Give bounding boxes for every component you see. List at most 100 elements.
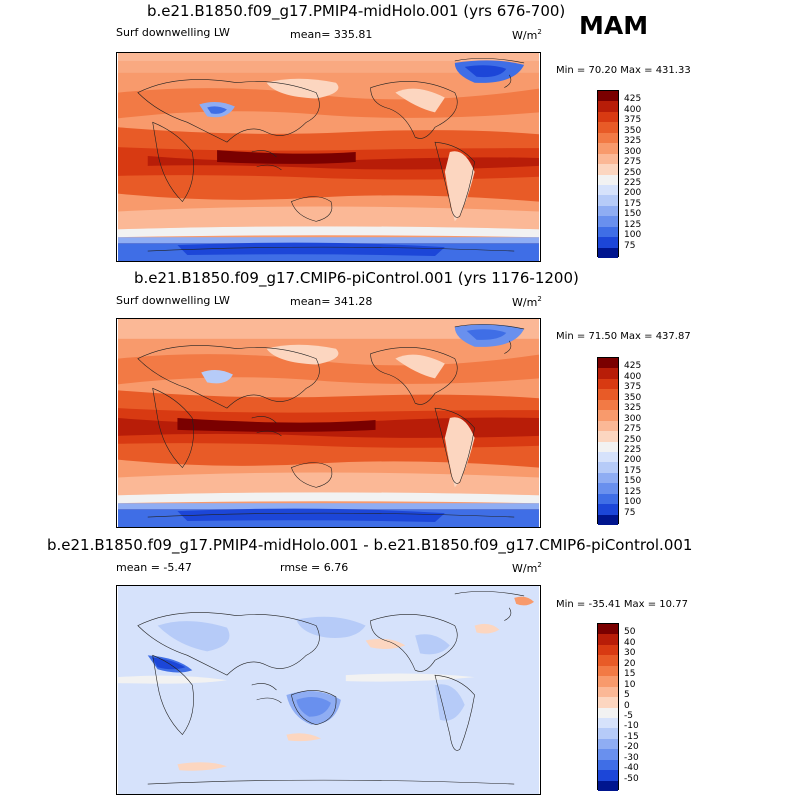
colorbar-bottom [597,623,619,791]
colorbar-tick-label: 250 [624,167,642,178]
colorbar-tick-label: 275 [624,424,642,435]
colorbar-tick-label: 125 [624,486,642,497]
units-label-middle: W/m2 [512,295,542,309]
colorbar-tick-label: 5 [624,690,630,701]
map-top [116,52,541,262]
colorbar-swatch [598,738,618,750]
colorbar-swatch [598,184,618,196]
colorbar-middle [597,357,619,525]
colorbar-swatch [598,634,618,645]
colorbar-swatch [598,770,618,781]
colorbar-swatch [598,153,618,165]
rmse-label-bottom: rmse = 6.76 [280,561,349,574]
units-label-bottom: W/m2 [512,561,542,575]
colorbar-swatch [598,707,618,718]
colorbar-swatch [598,759,618,771]
colorbar-swatch [598,504,618,515]
colorbar-swatch [598,665,618,677]
colorbar-swatch [598,389,618,400]
colorbar-tick-label: -10 [624,721,639,732]
colorbar-tick-label: 250 [624,434,642,445]
mean-label-bottom: mean = -5.47 [116,561,192,574]
colorbar-tick-label: 125 [624,219,642,230]
colorbar-swatch [598,132,618,144]
colorbar-swatch [598,717,618,729]
colorbar-swatch [598,780,618,791]
colorbar-tick-label: 325 [624,403,642,414]
colorbar-swatch [598,749,618,760]
colorbar-tick-label: 275 [624,157,642,168]
colorbar-tick-label: 50 [624,627,636,638]
colorbar-tick-label: 300 [624,146,642,157]
colorbar-tick-label: 100 [624,230,642,241]
colorbar-tick-label: 225 [624,177,642,188]
colorbar-tick-label: 100 [624,497,642,508]
colorbar-tick-label: 10 [624,679,636,690]
colorbar-tick-label: -5 [624,710,633,721]
colorbar-tick-label: 425 [624,361,642,372]
minmax-label-bottom: Min = -35.41 Max = 10.77 [556,599,688,610]
colorbar-swatch [598,378,618,390]
panel-title-middle: b.e21.B1850.f09_g17.CMIP6-piControl.001 … [134,269,579,287]
colorbar-swatch [598,472,618,484]
colorbar-swatch [598,143,618,154]
colorbar-swatch [598,686,618,698]
colorbar-tick-label: 175 [624,465,642,476]
colorbar-tick-label: 375 [624,115,642,126]
panel-title-bottom: b.e21.B1850.f09_g17.PMIP4-midHolo.001 - … [47,536,693,554]
colorbar-swatch [598,122,618,133]
colorbar-tick-label: 400 [624,104,642,115]
colorbar-tick-label: 200 [624,188,642,199]
colorbar-swatch [598,493,618,505]
colorbar-tick-label: 350 [624,125,642,136]
minmax-label-middle: Min = 71.50 Max = 437.87 [556,331,691,342]
colorbar-swatch [598,195,618,206]
colorbar-tick-label: 175 [624,198,642,209]
colorbar-top [597,90,619,258]
colorbar-swatch [598,226,618,238]
colorbar-swatch [598,514,618,525]
colorbar-tick-label: 0 [624,700,630,711]
map-bottom [116,585,541,795]
colorbar-swatch [598,399,618,411]
colorbar-tick-label: 30 [624,648,636,659]
colorbar-swatch [598,697,618,708]
colorbar-swatch [598,164,618,175]
variable-label-top: Surf downwelling LW [116,26,230,39]
colorbar-swatch [598,431,618,442]
colorbar-swatch [598,205,618,217]
colorbar-swatch [598,410,618,421]
colorbar-tick-label: 225 [624,444,642,455]
colorbar-tick-label: 15 [624,669,636,680]
colorbar-tick-label: -40 [624,763,639,774]
colorbar-swatch [598,358,618,369]
colorbar-swatch [598,237,618,248]
colorbar-tick-label: 350 [624,392,642,403]
variable-label-middle: Surf downwelling LW [116,294,230,307]
panel-title-top: b.e21.B1850.f09_g17.PMIP4-midHolo.001 (y… [147,2,566,20]
minmax-label-top: Min = 70.20 Max = 431.33 [556,65,691,76]
colorbar-tick-label: 325 [624,136,642,147]
map-middle [116,318,541,528]
colorbar-tick-label: 150 [624,209,642,220]
mean-label-top: mean= 335.81 [290,28,373,41]
colorbar-swatch [598,216,618,227]
colorbar-tick-label: -30 [624,752,639,763]
colorbar-tick-label: 40 [624,637,636,648]
colorbar-tick-label: 200 [624,455,642,466]
colorbar-swatch [598,420,618,432]
colorbar-swatch [598,441,618,452]
colorbar-swatch [598,368,618,379]
colorbar-swatch [598,451,618,463]
colorbar-swatch [598,655,618,666]
colorbar-swatch [598,91,618,102]
colorbar-tick-label: -15 [624,731,639,742]
colorbar-swatch [598,728,618,739]
colorbar-swatch [598,483,618,494]
colorbar-tick-label: 75 [624,507,636,518]
colorbar-swatch [598,624,618,635]
colorbar-tick-label: 375 [624,382,642,393]
colorbar-swatch [598,462,618,473]
colorbar-swatch [598,676,618,687]
colorbar-swatch [598,644,618,656]
